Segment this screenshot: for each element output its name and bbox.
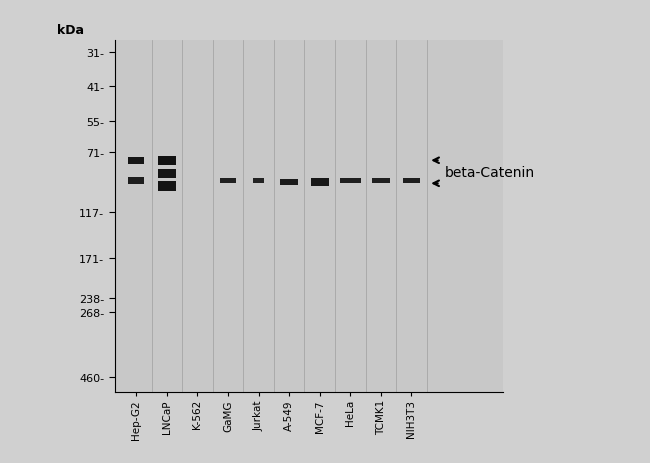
Bar bbox=[280, 180, 298, 186]
Bar bbox=[157, 156, 176, 165]
Bar bbox=[253, 179, 265, 183]
Bar bbox=[372, 179, 390, 183]
Bar bbox=[402, 179, 421, 184]
Bar bbox=[311, 179, 329, 186]
Bar bbox=[128, 178, 144, 185]
Text: kDa: kDa bbox=[57, 24, 84, 37]
Text: beta-Catenin: beta-Catenin bbox=[445, 166, 535, 180]
Bar bbox=[340, 179, 361, 184]
Bar bbox=[220, 179, 236, 184]
Bar bbox=[128, 157, 144, 164]
Bar bbox=[157, 181, 176, 192]
Bar bbox=[157, 169, 176, 179]
